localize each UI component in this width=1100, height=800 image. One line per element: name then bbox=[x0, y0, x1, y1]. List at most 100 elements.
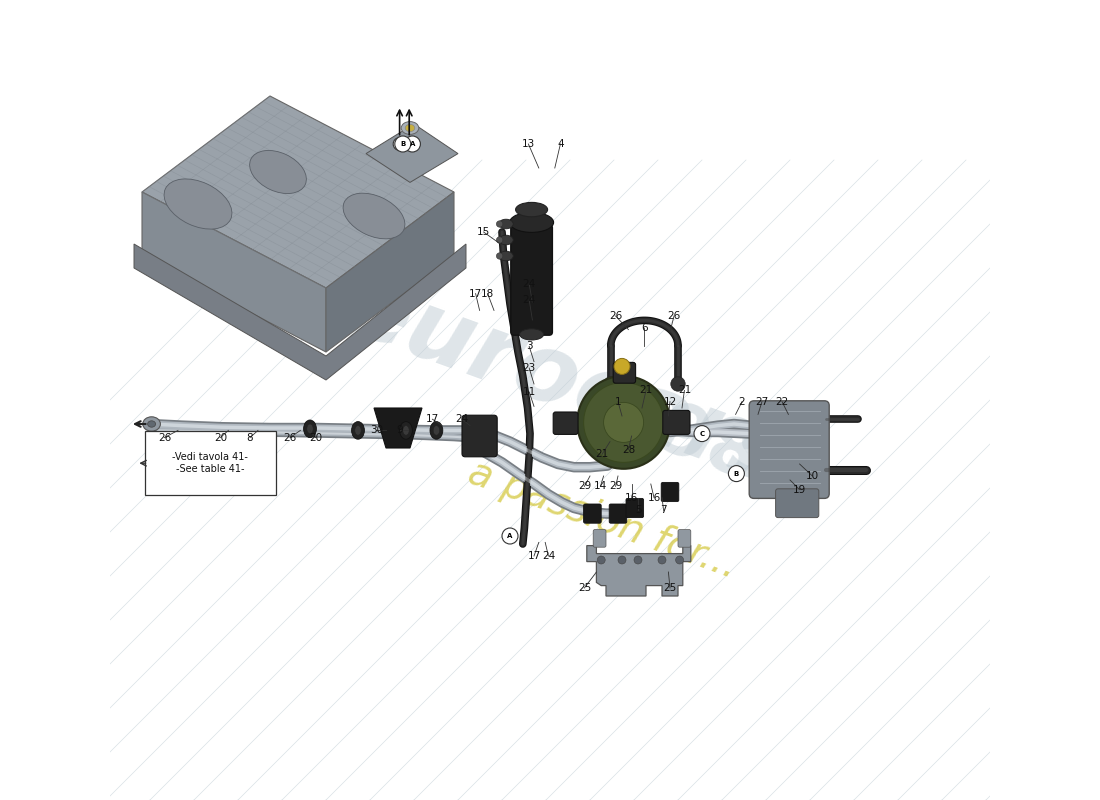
Text: C: C bbox=[700, 430, 705, 437]
Text: 1985: 1985 bbox=[602, 381, 815, 515]
Circle shape bbox=[675, 556, 683, 564]
Ellipse shape bbox=[498, 219, 514, 229]
Ellipse shape bbox=[519, 329, 543, 340]
Polygon shape bbox=[142, 192, 326, 352]
FancyBboxPatch shape bbox=[462, 415, 497, 457]
Text: 16: 16 bbox=[625, 493, 638, 502]
FancyBboxPatch shape bbox=[663, 410, 690, 434]
Circle shape bbox=[597, 556, 605, 564]
Ellipse shape bbox=[147, 421, 155, 427]
Text: B: B bbox=[400, 141, 406, 147]
Circle shape bbox=[578, 376, 670, 469]
Text: 21: 21 bbox=[678, 386, 691, 395]
Text: 26: 26 bbox=[668, 311, 681, 321]
Text: 1: 1 bbox=[615, 397, 622, 406]
Text: 3: 3 bbox=[526, 342, 532, 351]
Ellipse shape bbox=[430, 422, 443, 439]
Ellipse shape bbox=[498, 251, 514, 261]
Ellipse shape bbox=[307, 424, 314, 434]
Text: 6: 6 bbox=[641, 323, 648, 333]
Circle shape bbox=[658, 556, 666, 564]
Text: 26: 26 bbox=[609, 311, 623, 321]
Text: 2: 2 bbox=[739, 397, 746, 406]
Text: -Vedi tavola 41-
-See table 41-: -Vedi tavola 41- -See table 41- bbox=[173, 452, 249, 474]
Text: A: A bbox=[407, 142, 411, 146]
Circle shape bbox=[496, 237, 503, 243]
Text: B: B bbox=[734, 470, 739, 477]
Text: 19: 19 bbox=[793, 485, 806, 494]
Circle shape bbox=[405, 136, 420, 152]
Circle shape bbox=[618, 556, 626, 564]
Polygon shape bbox=[134, 244, 466, 380]
Text: 17: 17 bbox=[527, 551, 540, 561]
Ellipse shape bbox=[164, 179, 232, 229]
Ellipse shape bbox=[343, 193, 405, 239]
Text: 17: 17 bbox=[469, 289, 482, 298]
Text: 7: 7 bbox=[660, 506, 667, 515]
Text: 26: 26 bbox=[157, 433, 170, 442]
Text: 30: 30 bbox=[370, 426, 383, 435]
Ellipse shape bbox=[352, 422, 364, 439]
Ellipse shape bbox=[143, 417, 161, 431]
Text: 24: 24 bbox=[455, 414, 469, 424]
Circle shape bbox=[694, 426, 710, 442]
Text: 27: 27 bbox=[756, 397, 769, 406]
Text: 16: 16 bbox=[648, 493, 661, 502]
FancyBboxPatch shape bbox=[626, 498, 644, 518]
Ellipse shape bbox=[498, 235, 514, 245]
Circle shape bbox=[728, 466, 745, 482]
Ellipse shape bbox=[304, 420, 317, 438]
Text: a passion for...: a passion for... bbox=[463, 454, 742, 586]
Text: A: A bbox=[507, 533, 513, 539]
Text: 20: 20 bbox=[213, 433, 227, 442]
Text: 11: 11 bbox=[522, 387, 536, 397]
Text: A: A bbox=[409, 141, 415, 147]
Text: 26: 26 bbox=[284, 433, 297, 442]
Text: 9: 9 bbox=[396, 426, 403, 435]
FancyBboxPatch shape bbox=[609, 504, 627, 523]
Text: 18: 18 bbox=[481, 289, 494, 298]
FancyBboxPatch shape bbox=[510, 225, 552, 335]
Circle shape bbox=[502, 528, 518, 544]
Ellipse shape bbox=[509, 212, 553, 232]
Circle shape bbox=[614, 358, 630, 374]
Text: 21: 21 bbox=[639, 386, 652, 395]
Text: 21: 21 bbox=[595, 450, 608, 459]
Polygon shape bbox=[326, 192, 454, 352]
Polygon shape bbox=[374, 408, 422, 448]
FancyBboxPatch shape bbox=[553, 412, 578, 434]
Text: 29: 29 bbox=[578, 482, 591, 491]
Text: 4: 4 bbox=[557, 139, 563, 149]
Text: 25: 25 bbox=[663, 583, 676, 593]
FancyBboxPatch shape bbox=[678, 530, 691, 547]
Text: B: B bbox=[397, 142, 401, 146]
Text: 24: 24 bbox=[522, 279, 536, 289]
FancyBboxPatch shape bbox=[145, 431, 276, 495]
Text: 14: 14 bbox=[594, 482, 607, 491]
Text: 24: 24 bbox=[522, 295, 536, 305]
Circle shape bbox=[604, 402, 644, 442]
Text: 20: 20 bbox=[309, 433, 322, 442]
Circle shape bbox=[634, 556, 642, 564]
Ellipse shape bbox=[402, 122, 419, 134]
Ellipse shape bbox=[250, 150, 307, 194]
Circle shape bbox=[584, 382, 663, 462]
Ellipse shape bbox=[355, 426, 361, 435]
Circle shape bbox=[403, 138, 416, 150]
Text: 15: 15 bbox=[477, 227, 491, 237]
Ellipse shape bbox=[433, 426, 440, 435]
Text: 12: 12 bbox=[663, 397, 676, 406]
Ellipse shape bbox=[405, 124, 415, 131]
Text: 23: 23 bbox=[522, 363, 536, 373]
FancyBboxPatch shape bbox=[613, 362, 636, 383]
Text: 10: 10 bbox=[806, 471, 820, 481]
Ellipse shape bbox=[399, 422, 412, 439]
Circle shape bbox=[393, 138, 406, 150]
Circle shape bbox=[496, 253, 503, 259]
FancyBboxPatch shape bbox=[593, 530, 606, 547]
Text: 28: 28 bbox=[621, 445, 635, 454]
Ellipse shape bbox=[403, 426, 409, 435]
Text: 25: 25 bbox=[578, 583, 591, 593]
Polygon shape bbox=[586, 546, 691, 596]
FancyBboxPatch shape bbox=[584, 504, 602, 523]
